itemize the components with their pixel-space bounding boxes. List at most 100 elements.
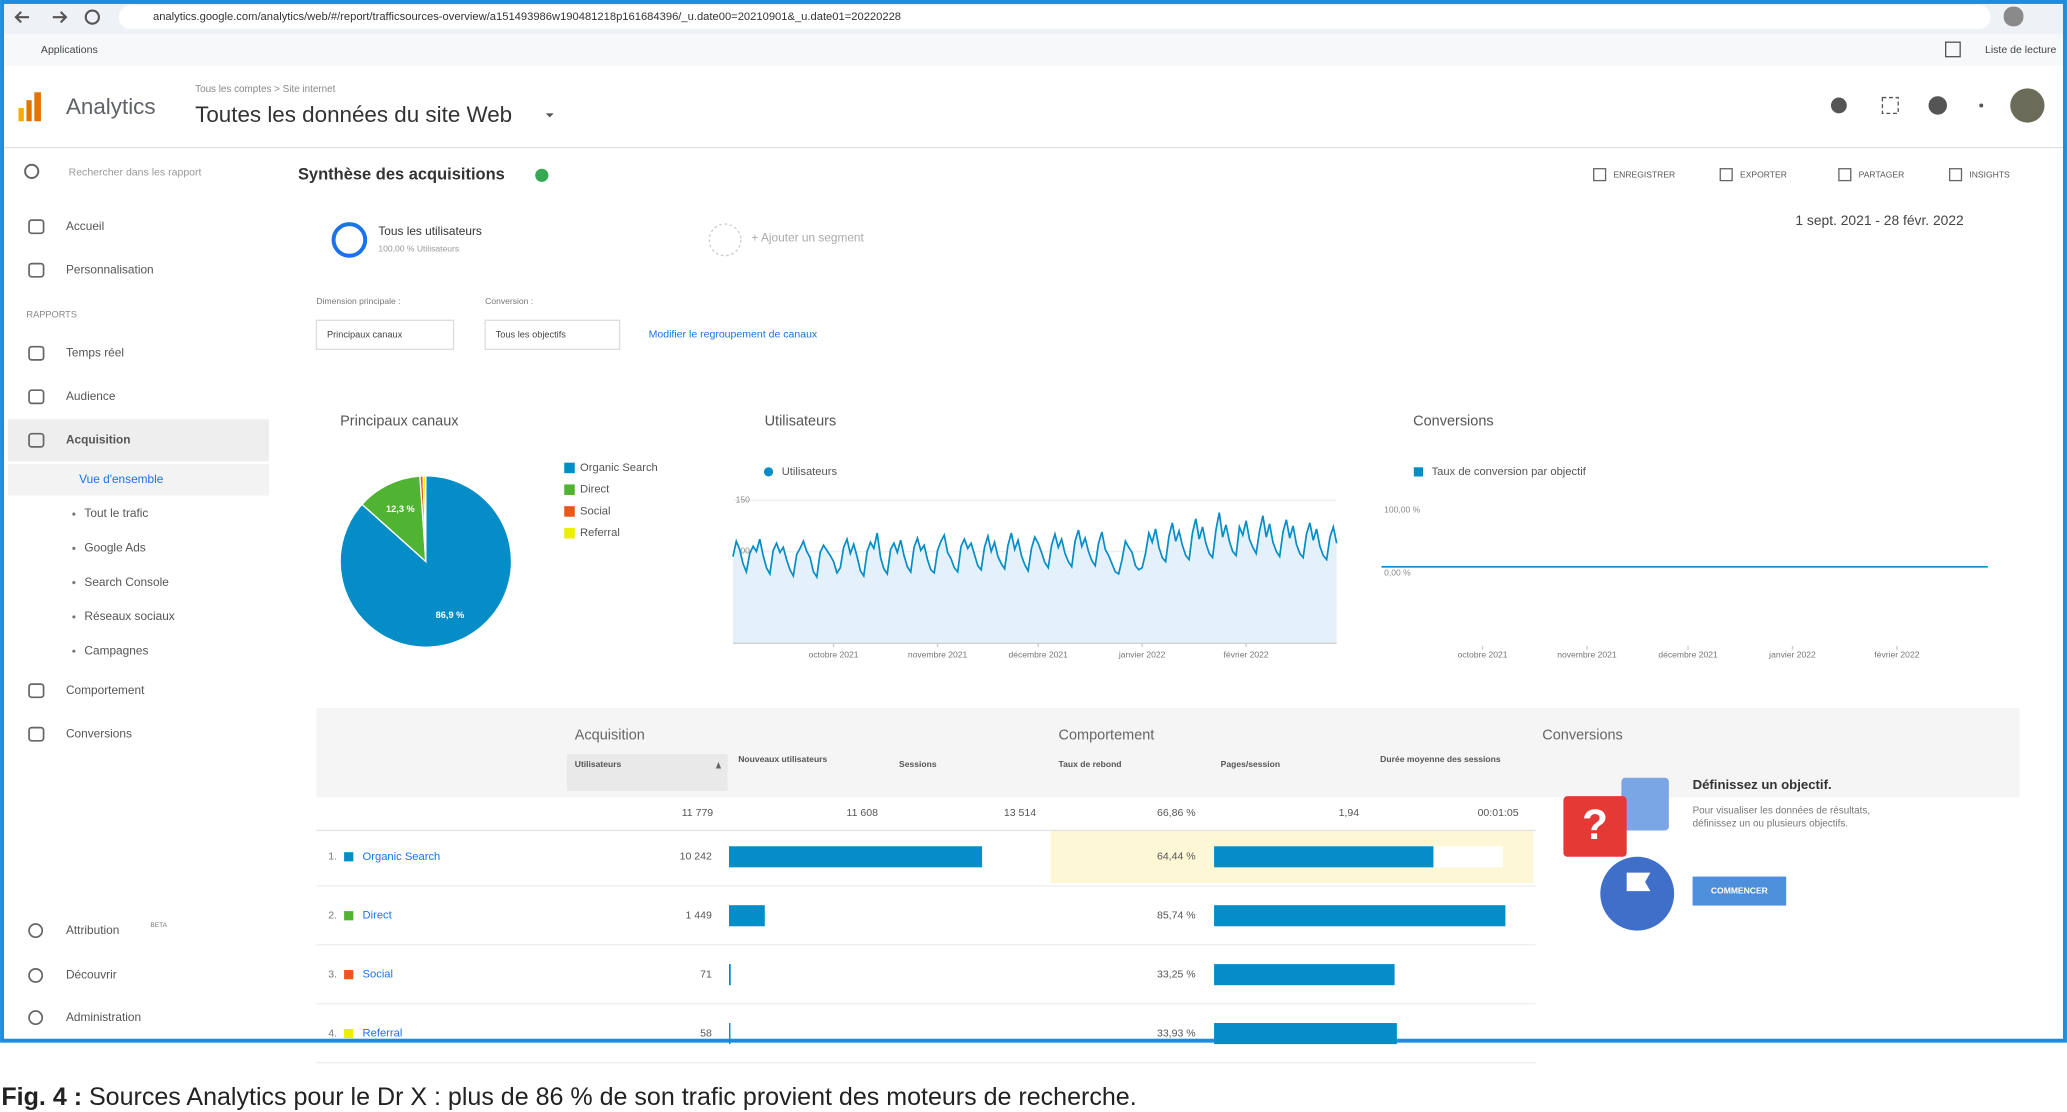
report-action[interactable]: INSIGHTS [1969,170,2010,180]
column-header[interactable]: Taux de rebond [1059,759,1122,769]
legend-label: Direct [580,484,610,496]
nav-item[interactable]: Conversions [66,726,132,740]
channel-link[interactable]: Referral [363,1028,403,1040]
nav-bullet [72,615,76,619]
reload[interactable] [84,9,100,25]
pages-bar [1214,1023,1397,1045]
nav-icon [28,683,45,699]
goal-button-label[interactable]: COMMENCER [1711,885,1768,895]
nav-item[interactable]: Personnalisation [66,262,154,276]
pages-bar [1214,964,1395,986]
nav-icon [28,923,44,939]
logo [26,100,32,122]
column-header[interactable]: Sessions [899,759,937,769]
legend-swatch [564,484,575,495]
avatar[interactable] [2010,88,2045,123]
x-tick-label: janvier 2022 [1768,649,1816,659]
modify-link[interactable]: Modifier le regroupement de canaux [649,329,818,341]
search-input[interactable]: Rechercher dans les rapport [69,166,202,178]
legend-swatch [1413,467,1424,477]
column-header-text[interactable]: Durée moyenne des sessions [1380,755,1501,765]
goal-button[interactable] [1692,876,1787,906]
add-segment[interactable]: + Ajouter un segment [751,231,864,245]
nav-arrows[interactable] [14,11,68,24]
caption-label: Fig. 4 : [1,1083,82,1111]
nav-item[interactable]: Découvrir [66,968,117,982]
column-header[interactable]: Utilisateurs [575,759,622,769]
nav-section: RAPPORTS [26,309,77,319]
reading-list[interactable]: Liste de lecture [1985,44,2057,56]
users-bar [729,846,983,868]
x-tick-label: février 2022 [1224,649,1269,659]
beta-badge: BETA [150,922,167,929]
action-icon [1948,168,1963,182]
conversion-dropdown[interactable] [484,319,621,350]
profile[interactable] [2003,6,2024,27]
nav-icon [28,262,45,278]
x-tick-label: novembre 2021 [1557,649,1617,659]
bell-icon[interactable] [1830,97,1847,114]
legend-swatch [564,527,575,539]
bounce-value: 64,44 % [1157,851,1196,863]
y-tick-label: 0,00 % [1384,568,1411,578]
total-value: 1,94 [1339,807,1360,819]
segment-name[interactable]: Tous les utilisateurs [378,224,482,238]
x-tick-label: octobre 2021 [809,649,859,659]
x-tick-label: décembre 2021 [1658,649,1718,659]
report-action[interactable]: PARTAGER [1859,170,1905,180]
nav-item[interactable]: Réseaux sociaux [84,609,174,623]
report-action[interactable]: EXPORTER [1740,170,1787,180]
nav-item[interactable]: Administration [66,1010,141,1024]
nav-icon [28,1010,44,1026]
dimension-label: Dimension principale : [316,296,400,306]
nav-item[interactable]: Vue d'ensemble [79,472,164,486]
nav-item[interactable]: Tout le trafic [84,506,148,520]
nav-item[interactable]: Campagnes [84,643,148,657]
segment-ring[interactable] [331,222,368,258]
goal-text: Pour visualiser les données de résultats… [1693,804,1870,829]
nav-bullet [72,581,76,585]
nav-item[interactable]: Accueil [66,219,104,233]
total-value: 11 608 [847,807,879,819]
total-value: 13 514 [1004,807,1036,819]
help-icon[interactable] [1928,96,1947,115]
legend-label: Social [580,505,610,517]
users-bar [729,1023,731,1045]
bookmark[interactable]: Applications [41,44,98,56]
nav-item[interactable]: Audience [66,389,116,403]
reading-list-icon[interactable] [1945,41,1961,58]
nav-item[interactable]: Attribution [66,923,119,937]
channel-link[interactable]: Direct [363,910,393,922]
nav-icon [28,345,45,361]
table-group: Conversions [1542,727,1623,743]
channel-link[interactable]: Social [363,969,393,981]
nav-item[interactable]: Temps réel [66,345,124,359]
nav-icon [28,967,44,983]
column-header[interactable]: Pages/session [1221,759,1280,769]
dimension-dropdown[interactable] [315,319,455,350]
nav-item[interactable]: Comportement [66,683,145,697]
bounce-value: 33,93 % [1157,1027,1196,1039]
channel-link[interactable]: Organic Search [363,851,441,863]
row-rank: 1. [328,851,337,863]
active-subnav [7,463,269,496]
table-group: Acquisition [575,727,645,743]
address-bar[interactable] [118,5,1991,29]
breadcrumb[interactable]: Tous les comptes > Site internet [195,84,335,95]
goal-question-mark: ? [1582,801,1608,848]
users-bar [729,964,731,986]
nav-item[interactable]: Google Ads [84,540,145,554]
apps-icon[interactable] [1881,96,1899,115]
product-name: Analytics [66,94,156,119]
date-range[interactable]: 1 sept. 2021 - 28 févr. 2022 [1795,212,1963,228]
nav-icon [28,726,45,742]
report-action[interactable]: ENREGISTRER [1613,170,1675,180]
segment-detail: 100,00 % Utilisateurs [378,243,459,253]
menu-icon[interactable] [1979,103,1984,108]
add-segment-ring[interactable] [708,223,742,257]
view-selector[interactable]: Toutes les données du site Web [195,102,512,127]
nav-item[interactable]: Acquisition [66,432,131,446]
column-header-text[interactable]: Nouveaux utilisateurs [738,755,828,765]
nav-item[interactable]: Search Console [84,575,169,589]
